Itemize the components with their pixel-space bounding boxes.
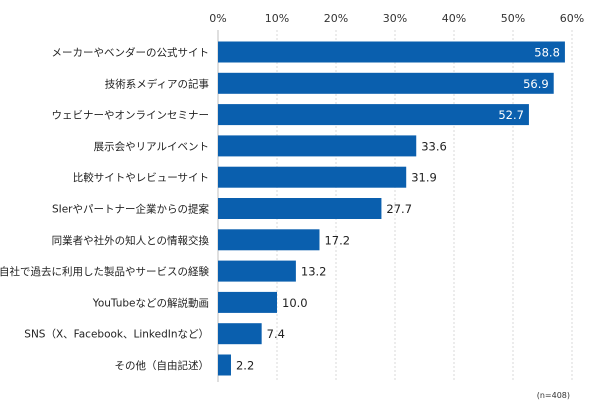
tick-label-10: 10%	[265, 12, 289, 25]
category-label-5: 比較サイトやレビューサイト	[73, 171, 209, 184]
value-label-4: 33.6	[421, 139, 447, 153]
value-labels: 58.8 56.9 52.7 33.6 31.9 27.7 17.2 13.2 10.0 7.4 2…	[236, 46, 560, 373]
value-label-8: 13.2	[301, 265, 327, 279]
value-label-3: 52.7	[498, 108, 524, 122]
value-label-10: 7.4	[267, 327, 285, 341]
bar-11	[218, 354, 231, 376]
category-label-1: メーカーやベンダーの公式サイト	[52, 46, 210, 59]
category-label-9: YouTubeなどの解説動画	[92, 296, 209, 309]
bar-9	[218, 291, 277, 313]
tick-label-40: 40%	[442, 12, 466, 25]
category-labels: メーカーやベンダーの公式サイト技術系メディアの記事ウェビナーやオンラインセミナー…	[0, 46, 209, 372]
bar-4	[218, 135, 417, 157]
tick-label-20: 20%	[324, 12, 348, 25]
tick-label-0: 0%	[209, 12, 226, 25]
category-label-8: 自社で過去に利用した製品やサービスの経験	[0, 265, 209, 278]
bar-5	[218, 166, 407, 188]
value-label-2: 56.9	[523, 77, 549, 91]
bar-2	[218, 72, 554, 94]
category-label-11: その他（自由記述）	[115, 359, 210, 372]
value-label-1: 58.8	[534, 46, 560, 60]
bars	[218, 41, 565, 376]
bar-8	[218, 260, 296, 282]
tick-label-60: 60%	[560, 12, 584, 25]
value-label-9: 10.0	[282, 296, 308, 310]
value-label-7: 17.2	[324, 233, 350, 247]
category-label-10: SNS（X、Facebook、LinkedInなど）	[24, 329, 209, 341]
value-label-5: 31.9	[411, 171, 437, 185]
category-label-6: SIerやパートナー企業からの提案	[52, 203, 210, 216]
sample-size-note: (n=408)	[537, 391, 570, 400]
bar-10	[218, 323, 262, 345]
tick-label-50: 50%	[501, 12, 525, 25]
bar-6	[218, 198, 382, 219]
category-label-2: 技術系メディアの記事	[105, 77, 210, 90]
category-label-3: ウェビナーやオンラインセミナー	[52, 110, 210, 122]
value-label-11: 2.2	[236, 359, 254, 373]
bar-1	[218, 41, 565, 63]
tick-label-30: 30%	[383, 12, 407, 25]
bar-3	[218, 104, 529, 126]
value-label-6: 27.7	[386, 202, 412, 216]
tick-labels: 0% 10% 20% 30% 40% 50% 60%	[209, 12, 584, 25]
bar-7	[218, 229, 320, 251]
category-label-7: 同業者や社外の知人との情報交換	[52, 234, 210, 247]
category-label-4: 展示会やリアルイベント	[94, 140, 209, 153]
